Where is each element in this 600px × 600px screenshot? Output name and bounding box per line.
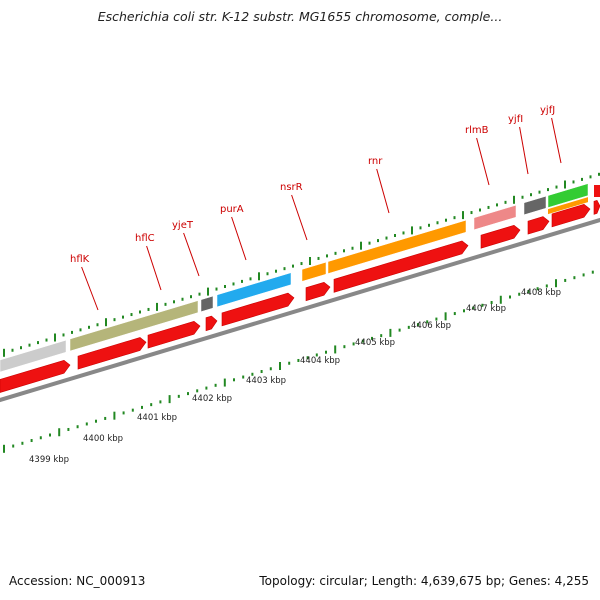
kbp-scale-labels: 4399 kbp 4400 kbp 4401 kbp 4402 kbp 4403 kbp… [29, 288, 561, 465]
green-feature [547, 183, 589, 208]
dark-feature [200, 295, 214, 313]
gene-label-hflK: hflK [70, 254, 90, 265]
dark-feature [523, 195, 547, 216]
gray-feature [0, 339, 67, 373]
feature-track [0, 183, 600, 373]
kbp-label: 4403 kbp [246, 376, 286, 386]
kbp-label: 4408 kbp [521, 288, 561, 298]
orange-feature [301, 261, 327, 282]
gene-label-leader [231, 216, 247, 261]
backbone-line [0, 217, 600, 403]
gene-label-nsrR: nsrR [280, 182, 303, 193]
gene-arrow-stub [594, 185, 600, 197]
genome-summary-text: Topology: circular; Length: 4,639,675 bp… [259, 574, 589, 588]
gene-label-yjfI: yjfI [508, 114, 523, 125]
gene-arrow [593, 200, 600, 215]
gene-label-yjfJ: yjfJ [540, 105, 555, 116]
gene-label-leader [551, 117, 562, 164]
pink-feature [473, 204, 517, 231]
gene-arrow [333, 240, 469, 293]
gene-arrow [0, 359, 71, 393]
gene-arrow [480, 224, 521, 249]
chromosome-backbone [0, 217, 600, 403]
gene-label-leader [183, 232, 200, 277]
kbp-label: 4401 kbp [137, 413, 177, 423]
kbp-label: 4399 kbp [29, 455, 69, 465]
gene-labels: hflK hflC yjeT purA nsrR rnr rlmB yjfI yjfJ [70, 105, 562, 311]
gene-label-rlmB: rlmB [465, 125, 489, 136]
gene-arrow [147, 320, 201, 349]
gene-arrow [221, 292, 295, 327]
accession-text: Accession: NC_000913 [9, 574, 146, 588]
map-title: Escherichia coli str. K-12 substr. MG165… [97, 9, 503, 24]
gene-arrow [551, 203, 591, 228]
kbp-label: 4406 kbp [411, 321, 451, 331]
gene-label-leader [81, 266, 99, 311]
gene-arrow [205, 315, 218, 332]
gene-arrow [305, 281, 331, 302]
gene-arrows-track [0, 200, 600, 393]
gene-label-leader [476, 137, 490, 186]
gene-label-purA: purA [220, 204, 244, 215]
gene-label-leader [519, 126, 529, 175]
kbp-label: 4405 kbp [355, 338, 395, 348]
gene-arrow [527, 216, 550, 235]
gene-label-leader [291, 194, 308, 241]
gene-label-leader [146, 245, 162, 291]
orange-feature [548, 197, 588, 215]
kbp-label: 4407 kbp [466, 304, 506, 314]
kbp-label: 4404 kbp [300, 356, 340, 366]
gene-label-hflC: hflC [135, 233, 155, 244]
olive-feature [69, 300, 199, 352]
blue-feature [216, 272, 292, 308]
gene-arrow [77, 337, 147, 370]
gene-label-leader [376, 168, 390, 214]
upper-tick-ruler [3, 172, 600, 357]
orange-feature [327, 219, 467, 274]
kbp-label: 4402 kbp [192, 394, 232, 404]
gene-label-yjeT: yjeT [172, 220, 194, 231]
gene-label-rnr: rnr [368, 156, 383, 167]
lower-tick-ruler [3, 270, 594, 453]
kbp-label: 4400 kbp [83, 434, 123, 444]
